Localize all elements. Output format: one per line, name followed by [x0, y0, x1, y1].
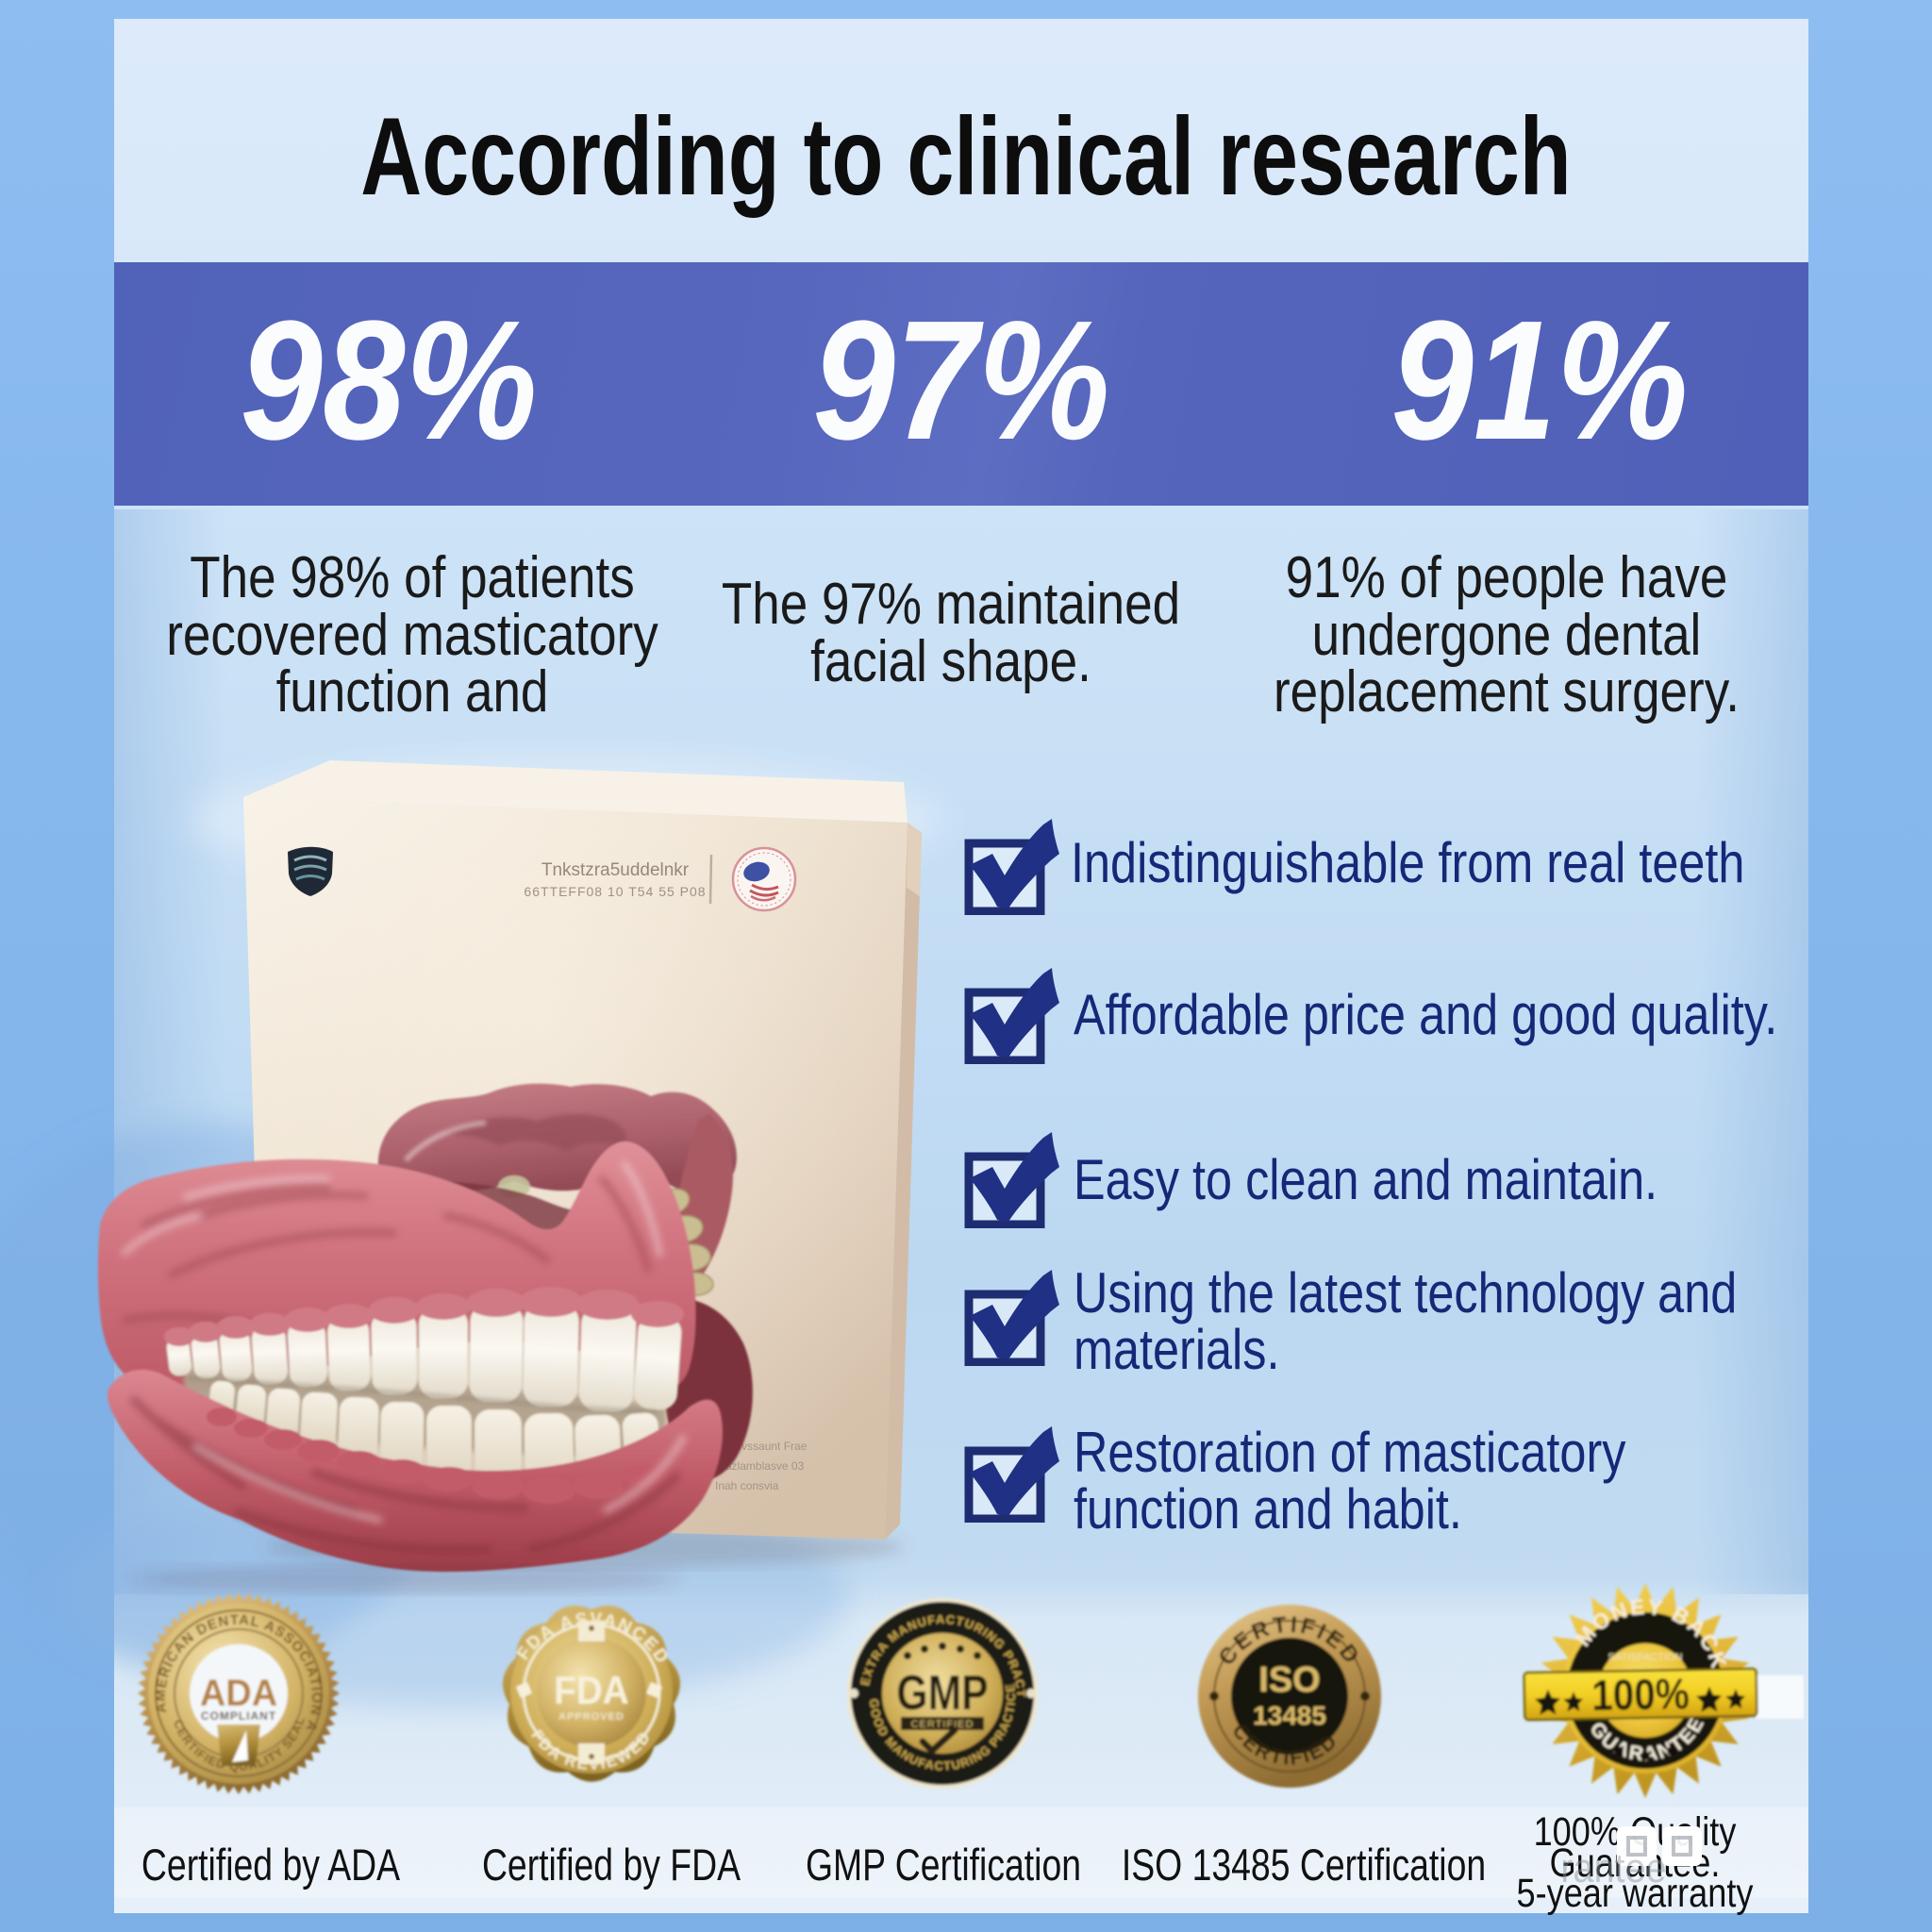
svg-text:GMP: GMP: [896, 1666, 988, 1721]
svg-text:APPROVED: APPROVED: [558, 1711, 625, 1723]
svg-text:EXTRA MANUFACTURING PRACTICE: EXTRA MANUFACTURING PRACTICE: [0, 0, 1028, 1698]
svg-text:Wazlamblasve 03: Wazlamblasve 03: [715, 1459, 805, 1473]
svg-text:13485: 13485: [1253, 1701, 1326, 1730]
svg-text:66TTEFF08 10 T54 55 P08: 66TTEFF08 10 T54 55 P08: [524, 884, 706, 899]
svg-text:100%: 100%: [1591, 1671, 1690, 1721]
svg-text:COMPLIANT: COMPLIANT: [201, 1709, 276, 1723]
svg-text:ADA: ADA: [200, 1673, 277, 1714]
svg-text:AMERICAN DENTAL ASSOCIATION AM: AMERICAN DENTAL ASSOCIATION AMER: [0, 0, 325, 1734]
svg-text:Tnkstzra5uddelnkr: Tnkstzra5uddelnkr: [541, 860, 690, 880]
svg-text:ISO: ISO: [1258, 1660, 1320, 1700]
svg-text:CERTIFIED: CERTIFIED: [911, 1719, 974, 1730]
svg-text:SATISFACTION: SATISFACTION: [1608, 1652, 1683, 1663]
svg-text:FDA: FDA: [554, 1667, 628, 1712]
svg-text:Inah consvia: Inah consvia: [715, 1479, 779, 1492]
